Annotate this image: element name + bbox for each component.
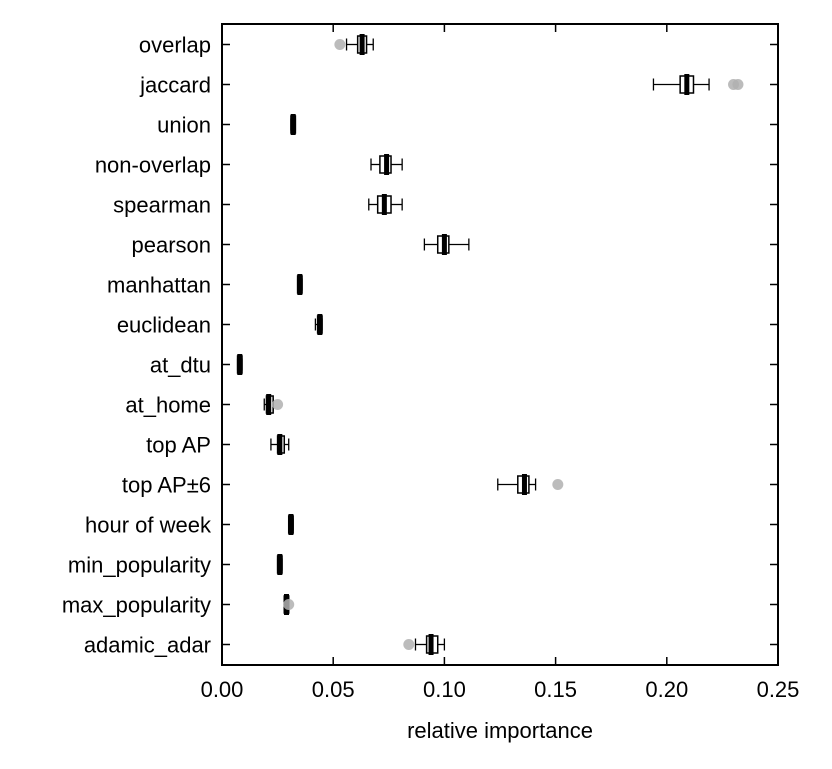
y-tick-label: non-overlap [95,153,211,178]
outlier-point [552,479,564,490]
box-adamic-adar [403,634,446,655]
box-non-overlap [370,154,403,175]
box-pearson [423,234,470,255]
box-top-ap-6 [497,474,564,495]
y-tick-label: top AP±6 [122,473,211,498]
box-min-popularity [276,554,283,575]
y-tick-label: min_popularity [68,553,211,578]
box-euclidean [314,314,323,335]
y-tick-label: jaccard [139,73,211,98]
x-tick-label: 0.05 [312,677,355,702]
box-at-home [263,394,284,415]
box-manhattan [296,274,303,295]
y-tick-label: hour of week [85,513,212,538]
y-tick-label: top AP [146,433,211,458]
box-max-popularity [283,594,295,615]
y-tick-label: euclidean [117,313,211,338]
x-tick-label: 0.15 [534,677,577,702]
y-tick-label: max_popularity [62,593,211,618]
box-hour-of-week [287,514,294,535]
x-axis-label: relative importance [407,718,593,743]
box-union [290,114,297,135]
box-spearman [368,194,403,215]
box-overlap [334,34,374,55]
box-at-dtu [236,354,243,375]
axes: 0.00 0.05 0.10 0.15 0.20 0.25 overlap jaccard un… [62,24,800,702]
outlier-point [272,399,284,410]
plot-marks [236,34,744,655]
y-tick-label: union [157,113,211,138]
plot-frame [221,23,779,666]
outlier-point [334,39,346,50]
outlier-point [732,79,744,90]
box-top-ap [270,434,290,455]
y-tick-label: at_dtu [150,353,211,378]
y-tick-label: manhattan [107,273,211,298]
y-tick-label: overlap [139,33,211,58]
y-tick-label: spearman [113,193,211,218]
outlier-point [283,599,295,610]
y-tick-label: adamic_adar [84,633,211,658]
x-tick-label: 0.10 [423,677,466,702]
y-tick-label: at_home [125,393,211,418]
box-jaccard [652,74,744,95]
y-tick-label: pearson [131,233,211,258]
outlier-point [403,639,415,650]
x-tick-label: 0.20 [645,677,688,702]
x-tick-label: 0.00 [201,677,244,702]
x-tick-label: 0.25 [757,677,800,702]
